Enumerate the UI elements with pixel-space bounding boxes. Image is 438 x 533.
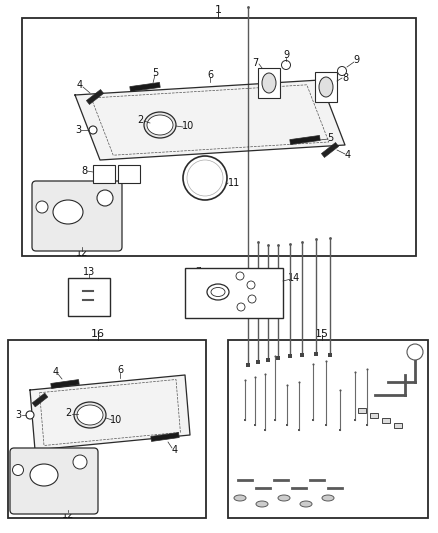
Bar [32, 393, 48, 407]
Text: 14: 14 [288, 273, 300, 283]
Circle shape [36, 201, 48, 213]
Ellipse shape [147, 115, 173, 135]
Ellipse shape [234, 495, 246, 501]
Bar [258, 68, 280, 98]
Text: 4: 4 [53, 367, 59, 377]
Text: 1: 1 [215, 5, 222, 15]
Bar [118, 165, 140, 183]
Ellipse shape [278, 495, 290, 501]
Bar [86, 90, 104, 104]
FancyBboxPatch shape [32, 181, 122, 251]
Text: 4: 4 [172, 445, 178, 455]
Ellipse shape [300, 501, 312, 507]
Text: 2: 2 [137, 115, 143, 125]
Text: 12: 12 [62, 510, 74, 520]
Text: 13: 13 [83, 267, 95, 277]
Text: 5: 5 [152, 68, 158, 78]
Bar [315, 72, 337, 102]
Bar [93, 165, 115, 183]
Text: 11: 11 [228, 178, 240, 188]
Circle shape [236, 272, 244, 280]
Text: 2: 2 [65, 408, 71, 418]
Text: 8: 8 [81, 166, 87, 176]
Bar [382, 418, 390, 423]
Ellipse shape [322, 495, 334, 501]
Text: 16: 16 [91, 329, 105, 339]
Bar [68, 278, 110, 316]
Circle shape [338, 67, 346, 76]
Bar [8, 340, 206, 518]
Text: 7: 7 [195, 268, 201, 277]
Bar [130, 83, 160, 92]
Ellipse shape [211, 287, 225, 296]
Circle shape [73, 455, 87, 469]
Text: 4: 4 [77, 80, 83, 90]
Bar [151, 433, 179, 441]
Bar [290, 135, 320, 144]
Text: 4: 4 [345, 150, 351, 160]
Ellipse shape [77, 405, 103, 425]
Circle shape [407, 344, 423, 360]
Bar [321, 142, 339, 158]
Circle shape [248, 295, 256, 303]
Text: 6: 6 [117, 365, 123, 375]
Ellipse shape [319, 77, 333, 97]
Text: 5: 5 [327, 133, 333, 143]
Polygon shape [75, 80, 345, 160]
Bar [370, 413, 378, 418]
Text: 8: 8 [342, 73, 348, 83]
Polygon shape [30, 375, 190, 450]
Bar [22, 18, 416, 256]
Circle shape [247, 281, 255, 289]
Circle shape [187, 160, 223, 196]
Text: 9: 9 [353, 55, 359, 65]
Circle shape [282, 61, 290, 69]
Bar [51, 379, 79, 389]
Circle shape [13, 464, 24, 475]
Text: 12: 12 [76, 248, 88, 258]
Text: 15: 15 [315, 329, 329, 339]
Ellipse shape [262, 73, 276, 93]
Circle shape [237, 303, 245, 311]
Text: 6: 6 [207, 70, 213, 80]
Text: 10: 10 [110, 415, 122, 425]
Bar [228, 340, 428, 518]
Text: 9: 9 [283, 50, 289, 60]
Ellipse shape [144, 112, 176, 138]
Text: 3: 3 [75, 125, 81, 135]
Circle shape [89, 126, 97, 134]
Text: 3: 3 [15, 410, 21, 420]
Ellipse shape [74, 402, 106, 428]
Text: 10: 10 [182, 121, 194, 131]
Circle shape [26, 411, 34, 419]
Bar [394, 423, 402, 428]
Ellipse shape [53, 200, 83, 224]
Bar [185, 268, 283, 318]
Circle shape [97, 190, 113, 206]
Circle shape [183, 156, 227, 200]
FancyBboxPatch shape [10, 448, 98, 514]
Bar [358, 408, 366, 413]
Ellipse shape [30, 464, 58, 486]
Ellipse shape [256, 501, 268, 507]
Text: 7: 7 [252, 58, 258, 68]
